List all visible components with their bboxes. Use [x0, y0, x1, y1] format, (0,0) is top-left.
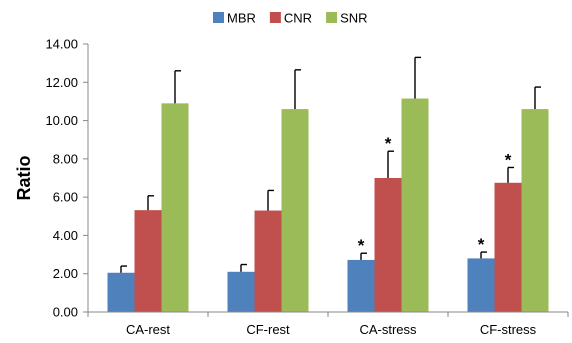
- x-axis: CA-rest CF-rest CA-stress CF-stress: [87, 311, 569, 337]
- bars: * * * *: [107, 56, 549, 312]
- y-axis-label: Ratio: [14, 155, 34, 200]
- significance-marker: *: [478, 235, 485, 254]
- legend-swatch-cnr: [269, 12, 281, 23]
- y-tick-label: 10.00: [45, 113, 78, 128]
- bar-snr: [281, 109, 309, 312]
- y-tick-label: 0.00: [53, 305, 78, 320]
- bar-cnr: [134, 210, 162, 312]
- significance-marker: *: [358, 236, 365, 255]
- bar-snr: [401, 98, 429, 312]
- legend-label-mbr: MBR: [227, 11, 256, 26]
- legend-swatch-snr: [326, 12, 338, 23]
- y-tick-label: 4.00: [53, 228, 78, 243]
- x-tick-label: CA-rest: [126, 322, 170, 337]
- bar-cnr: [254, 210, 282, 312]
- bar-mbr: [467, 258, 495, 312]
- significance-marker: *: [505, 150, 512, 169]
- bar-snr: [161, 103, 189, 312]
- y-tick-label: 2.00: [53, 266, 78, 281]
- bar-cnr: [374, 178, 402, 312]
- legend-swatch-mbr: [213, 12, 224, 23]
- y-tick-label: 14.00: [45, 37, 78, 52]
- significance-marker: *: [385, 134, 392, 153]
- bar-mbr: [107, 272, 135, 312]
- x-tick-label: CA-stress: [359, 322, 417, 337]
- y-axis: 0.00 2.00 4.00 6.00 8.00 10.00 12.00 14.00: [45, 37, 89, 320]
- x-tick-label: CF-rest: [246, 322, 290, 337]
- bar-mbr: [347, 259, 375, 312]
- bar-cnr: [494, 182, 522, 312]
- y-tick-label: 6.00: [53, 190, 78, 205]
- y-tick-label: 12.00: [45, 75, 78, 90]
- y-tick-label: 8.00: [53, 151, 78, 166]
- bar-mbr: [227, 271, 255, 312]
- legend: MBR CNR SNR: [213, 11, 368, 26]
- legend-label-cnr: CNR: [284, 11, 312, 26]
- x-tick-label: CF-stress: [480, 322, 537, 337]
- legend-label-snr: SNR: [340, 11, 367, 26]
- bar-snr: [521, 109, 549, 312]
